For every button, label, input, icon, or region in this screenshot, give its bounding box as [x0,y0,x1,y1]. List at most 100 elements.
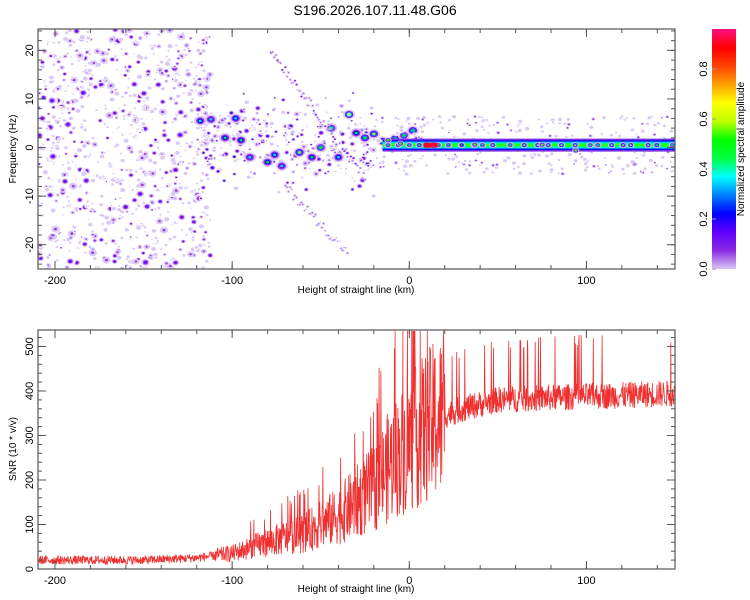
noise-blob [43,170,47,174]
noise-blob [134,170,138,173]
scatter-blob [365,128,368,130]
noise-blob [63,180,67,183]
noise-blob [82,144,86,148]
noise-blob [195,182,199,185]
scatter-blob [296,135,299,137]
noise-blob [52,63,55,66]
noise-blob [177,50,180,53]
carrier-halo [467,118,469,121]
noise-blob [199,244,202,247]
noise-blob [50,149,53,152]
noise-blob [88,53,91,55]
noise-blob [156,64,159,67]
scatter-blob [203,126,206,129]
carrier-halo [661,156,664,159]
noise-blob [108,162,111,165]
noise-blob [110,98,114,101]
streak-blob [358,171,360,173]
scatter-blob [299,111,302,114]
carrier-halo [502,116,505,119]
noise-blob [165,171,168,174]
noise-blob [209,254,212,257]
streak-blob [315,114,317,116]
noise-blob [85,51,89,54]
scatter-blob [304,162,307,165]
noise-blob [179,186,183,189]
noise-blob [205,86,208,89]
noise-blob [132,41,134,43]
carrier-halo [438,115,441,118]
noise-blob [175,151,179,154]
scatter-blob [325,111,327,113]
noise-blob [149,194,153,198]
carrier-halo [626,164,629,167]
noise-blob [151,118,154,120]
noise-blob [72,78,76,82]
noise-blob [184,131,187,134]
noise-blob [68,250,71,252]
noise-blob [47,264,50,266]
carrier-halo [497,131,500,134]
noise-blob [207,241,211,244]
streak-blob [300,96,303,98]
noise-blob [110,165,112,168]
scatter-blob [200,144,203,147]
noise-blob [65,146,68,149]
noise-blob [201,190,205,194]
noise-blob [144,261,148,264]
streak-blob [286,75,288,77]
noise-blob [179,197,182,201]
scatter-blob [296,164,298,166]
carrier-halo [423,124,426,126]
noise-blob [205,260,208,263]
noise-blob [128,94,132,98]
carrier-halo [469,160,471,162]
noise-blob [158,207,160,209]
streak-blob [329,128,331,130]
noise-blob [148,87,151,90]
carrier-halo [479,164,481,166]
noise-blob [128,264,131,267]
noise-blob [202,39,205,42]
noise-blob [172,162,176,165]
noise-blob [70,232,74,235]
streak-blob [359,167,361,169]
noise-blob [129,123,133,127]
noise-blob [61,189,64,192]
carrier-halo [631,128,634,131]
streak-blob [326,129,328,131]
noise-blob [135,134,137,137]
scatter-blob [291,133,293,135]
noise-blob [48,193,52,197]
noise-blob [68,40,72,42]
carrier-halo [644,167,646,170]
streak-blob [355,163,357,165]
scatter-blob [246,161,249,164]
scatter-blob [358,185,361,187]
streak-blob [345,247,347,249]
noise-blob [155,237,157,239]
noise-blob [60,243,63,245]
noise-blob [145,205,149,208]
scatter-blob [353,180,355,182]
noise-blob [144,231,146,233]
carrier-halo [445,154,447,156]
noise-blob [191,190,194,193]
noise-blob [101,52,105,55]
noise-blob [44,85,48,88]
noise-blob [58,117,62,120]
scatter-blob [232,131,234,133]
noise-blob [96,175,99,177]
streak-blob [327,124,330,126]
carrier-halo [517,166,520,168]
noise-blob [126,69,129,72]
noise-blob [209,218,212,221]
noise-blob [179,163,182,166]
noise-blob [131,212,134,215]
noise-blob [100,214,103,216]
scatter-blob [260,132,263,135]
carrier-halo [432,119,434,121]
noise-blob [202,238,206,241]
noise-blob [86,192,88,194]
carrier-halo [661,165,663,167]
